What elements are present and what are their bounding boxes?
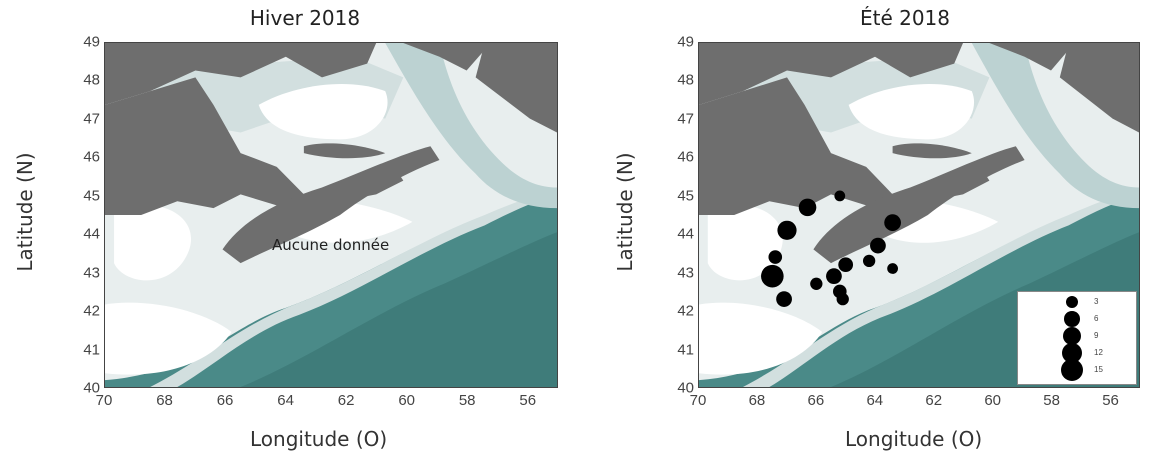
data-point bbox=[862, 254, 876, 268]
y-tick-label: 49 bbox=[83, 33, 100, 51]
legend-label: 3 bbox=[1094, 297, 1099, 306]
data-point bbox=[834, 190, 846, 202]
y-tick-label: 41 bbox=[83, 341, 100, 359]
size-legend: 3 6 9 12 15 bbox=[1017, 291, 1137, 385]
y-tick-label: 45 bbox=[83, 187, 100, 205]
data-point bbox=[768, 250, 783, 264]
y-tick-label: 46 bbox=[83, 148, 100, 166]
legend-marker bbox=[1065, 295, 1079, 309]
slope-band bbox=[743, 187, 1139, 387]
y-tick-label: 44 bbox=[83, 225, 100, 243]
gulf-water bbox=[848, 84, 975, 140]
legend-marker bbox=[1061, 342, 1083, 364]
x-tick-label: 56 bbox=[1102, 392, 1119, 409]
georges-bank bbox=[699, 302, 823, 375]
x-tick-label: 66 bbox=[216, 392, 234, 409]
x-tick-label: 58 bbox=[458, 392, 476, 409]
data-point bbox=[887, 263, 898, 274]
y-axis-label: Latitude (N) bbox=[613, 152, 637, 272]
x-tick-label: 70 bbox=[95, 392, 113, 409]
land-north bbox=[105, 43, 557, 105]
land-pei bbox=[892, 143, 972, 159]
georges-bank bbox=[105, 302, 232, 375]
y-tick-label: 49 bbox=[677, 33, 694, 51]
y-tick-label: 40 bbox=[83, 379, 100, 397]
data-point bbox=[870, 237, 886, 254]
x-tick-label: 58 bbox=[1043, 392, 1060, 409]
bathymetry-map bbox=[105, 43, 557, 387]
land-nova-scotia bbox=[813, 146, 1025, 264]
y-tick-label: 46 bbox=[677, 148, 694, 166]
data-point bbox=[761, 264, 784, 288]
data-point bbox=[810, 277, 823, 290]
y-tick-label: 47 bbox=[677, 110, 694, 128]
data-point bbox=[777, 220, 797, 240]
data-point bbox=[776, 291, 792, 307]
x-axis-label: Longitude (O) bbox=[845, 427, 983, 451]
bank-west bbox=[707, 204, 783, 281]
laurentian-channel bbox=[385, 43, 557, 209]
land-mainland bbox=[105, 77, 404, 216]
data-point bbox=[826, 268, 842, 285]
y-tick-label: 42 bbox=[677, 302, 694, 320]
data-point bbox=[798, 198, 817, 217]
y-tick-label: 43 bbox=[83, 264, 100, 282]
no-data-label: Aucune donnée bbox=[272, 236, 390, 254]
y-tick-label: 45 bbox=[677, 187, 694, 205]
gulf-water bbox=[258, 84, 388, 140]
land-mainland bbox=[699, 77, 990, 216]
data-point bbox=[884, 214, 901, 231]
x-tick-label: 64 bbox=[277, 392, 294, 409]
x-tick-label: 62 bbox=[925, 392, 943, 409]
map-winter bbox=[104, 42, 558, 388]
x-tick-label: 60 bbox=[398, 392, 415, 409]
data-point bbox=[836, 292, 849, 306]
x-tick-label: 66 bbox=[807, 392, 825, 409]
points-layer bbox=[761, 190, 901, 307]
panel-winter: Hiver 2018 Latitude (N) Longitude (O) 49… bbox=[0, 0, 575, 462]
x-tick-label: 70 bbox=[689, 392, 707, 409]
laurentian-channel bbox=[971, 43, 1139, 209]
panel-title: Été 2018 bbox=[859, 6, 951, 30]
land-newfoundland bbox=[475, 43, 557, 133]
legend-marker bbox=[1062, 326, 1082, 346]
legend-label: 15 bbox=[1094, 365, 1103, 374]
y-tick-label: 40 bbox=[677, 379, 694, 397]
legend-label: 12 bbox=[1094, 348, 1103, 357]
y-tick-label: 44 bbox=[677, 225, 694, 243]
data-point bbox=[838, 257, 854, 273]
x-tick-label: 62 bbox=[337, 392, 355, 409]
land-pei bbox=[303, 143, 386, 159]
deeper-ocean bbox=[240, 232, 557, 387]
legend-label: 9 bbox=[1094, 331, 1099, 340]
y-tick-label: 47 bbox=[83, 110, 100, 128]
x-axis-label: Longitude (O) bbox=[250, 427, 388, 451]
x-tick-label: 68 bbox=[748, 392, 766, 409]
legend-label: 6 bbox=[1094, 314, 1099, 323]
y-tick-label: 43 bbox=[677, 264, 694, 282]
x-tick-label: 68 bbox=[156, 392, 173, 409]
land-north bbox=[699, 43, 1139, 105]
map-summer: 3 6 9 12 15 bbox=[698, 42, 1140, 388]
y-tick-label: 48 bbox=[83, 71, 100, 89]
land-nova-scotia bbox=[222, 146, 440, 264]
legend-marker bbox=[1064, 311, 1080, 327]
legend-marker bbox=[1060, 358, 1084, 382]
x-tick-label: 56 bbox=[519, 392, 537, 409]
land-newfoundland bbox=[1059, 43, 1139, 133]
bank-west bbox=[114, 204, 192, 281]
y-tick-label: 41 bbox=[677, 341, 694, 359]
y-tick-label: 42 bbox=[83, 302, 100, 320]
panel-title: Hiver 2018 bbox=[249, 6, 361, 30]
y-tick-label: 48 bbox=[677, 71, 694, 89]
x-tick-label: 64 bbox=[866, 392, 884, 409]
slope-band bbox=[150, 187, 557, 387]
x-tick-label: 60 bbox=[984, 392, 1001, 409]
